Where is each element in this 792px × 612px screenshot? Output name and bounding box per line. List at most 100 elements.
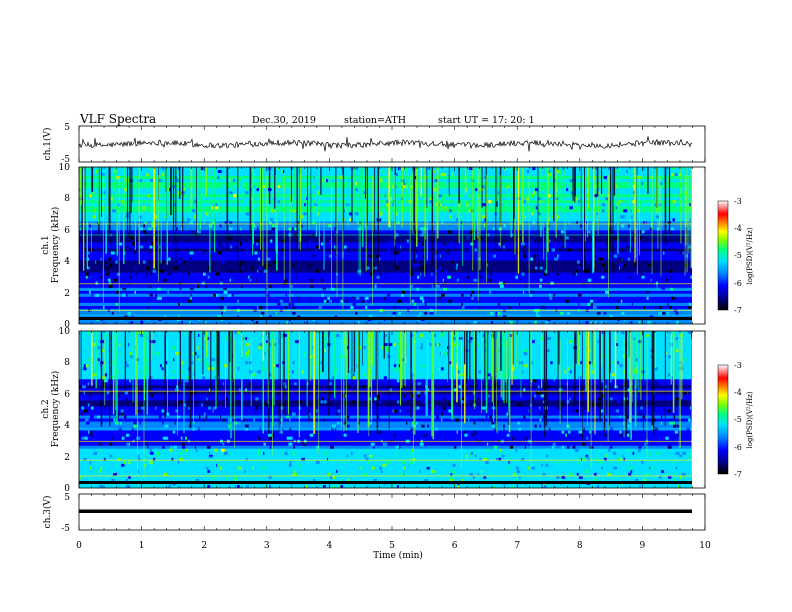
- spectrogram-speckle: [222, 185, 225, 189]
- time-axis-tick-label: 0: [76, 541, 82, 551]
- spectrogram-speckle: [515, 478, 518, 482]
- spectrogram-speckle: [305, 188, 308, 192]
- spectrogram-speckle: [97, 221, 99, 225]
- spectrogram-speckle: [255, 321, 259, 324]
- spectrogram-speckle: [674, 485, 677, 488]
- spectrogram-speckle: [245, 191, 249, 195]
- spectrogram-speckle: [619, 415, 621, 419]
- spectrogram-burst: [160, 167, 162, 264]
- spectrogram-band: [79, 421, 692, 425]
- spectrogram-speckle: [175, 388, 179, 392]
- spectrogram-speckle: [539, 278, 543, 282]
- spectrogram-speckle: [412, 394, 414, 398]
- spectrogram-speckle: [187, 331, 189, 335]
- spectrogram-speckle: [532, 391, 534, 395]
- spectrogram-burst: [290, 331, 293, 375]
- spectrogram-speckle: [626, 239, 629, 243]
- spectrogram-speckle: [628, 466, 633, 470]
- spectrogram-speckle: [123, 203, 127, 207]
- spectrogram-speckle: [379, 212, 383, 216]
- spectrogram-burst: [664, 167, 667, 246]
- spectrogram-speckle: [472, 391, 476, 395]
- spectrogram-speckle: [681, 472, 686, 476]
- spectrogram-speckle: [235, 478, 237, 482]
- spectrogram-speckle: [350, 451, 353, 455]
- spectrogram-speckle: [153, 334, 157, 338]
- spectrogram-speckle: [180, 451, 183, 455]
- spectrogram-speckle: [548, 218, 551, 222]
- spectrogram-speckle: [557, 302, 560, 306]
- spectrogram-speckle: [295, 278, 297, 282]
- spectrogram-speckle: [448, 209, 452, 213]
- spectrogram-line: [372, 174, 373, 305]
- spectrogram-speckle: [503, 343, 508, 347]
- spectrogram-speckle: [587, 230, 591, 234]
- spectrogram-speckle: [576, 221, 578, 225]
- spectrogram-speckle: [485, 460, 489, 464]
- spectrogram-speckle: [106, 391, 110, 395]
- spectrogram-speckle: [586, 436, 589, 440]
- spectrogram-speckle: [523, 200, 526, 204]
- spectrogram-speckle: [447, 379, 449, 383]
- spectrogram-speckle: [180, 415, 183, 419]
- spectrogram-speckle: [140, 403, 143, 407]
- spectrogram-speckle: [87, 358, 91, 362]
- spectrogram-speckle: [464, 400, 468, 404]
- spectrogram-speckle: [388, 343, 393, 347]
- spectrogram-speckle: [186, 448, 188, 452]
- spectrogram-speckle: [126, 442, 130, 446]
- spectrogram-speckle: [207, 469, 211, 473]
- spectrogram-speckle: [412, 424, 417, 428]
- spectrogram-band: [79, 290, 692, 295]
- spectrogram-speckle: [377, 415, 380, 419]
- spectrogram-speckle: [371, 206, 373, 210]
- spectrogram-speckle: [190, 293, 193, 297]
- spectrogram-speckle: [566, 445, 570, 449]
- spectrogram-speckle: [424, 302, 427, 306]
- spectrogram-speckle: [323, 485, 326, 488]
- spectrogram-speckle: [497, 302, 501, 306]
- spectrogram-speckle: [137, 331, 141, 335]
- spectrogram-band: [79, 224, 692, 228]
- spectrogram-speckle: [647, 382, 651, 386]
- spectrogram-speckle: [83, 457, 87, 461]
- spectrogram-speckle: [212, 367, 215, 371]
- spectrogram-speckle: [172, 430, 176, 434]
- spectrogram-speckle: [269, 221, 272, 225]
- spectrogram-burst: [436, 167, 439, 239]
- spectrogram-speckle: [147, 260, 151, 264]
- spectrogram-speckle: [270, 218, 273, 222]
- spectrogram-speckle: [315, 248, 317, 252]
- spectrogram-speckle: [575, 269, 578, 273]
- spectrogram-speckle: [548, 239, 550, 243]
- spectrogram-speckle: [642, 376, 647, 380]
- spectrogram-speckle: [502, 209, 505, 213]
- spectrogram-speckle: [675, 349, 679, 353]
- spectrogram-band: [79, 460, 692, 465]
- spectrogram-speckle: [169, 460, 171, 464]
- spectrogram-line: [685, 174, 687, 246]
- spectrogram-speckle: [543, 406, 548, 410]
- spectrogram-speckle: [577, 260, 580, 264]
- spectrogram-speckle: [363, 248, 366, 252]
- spectrogram-speckle: [481, 269, 483, 273]
- spectrogram-burst: [351, 331, 353, 384]
- spectrogram-speckle: [346, 445, 351, 449]
- spectrogram-speckle: [416, 185, 420, 189]
- spectrogram-burst: [172, 167, 175, 246]
- spectrogram-burst: [580, 167, 582, 270]
- spectrogram-speckle: [367, 397, 372, 401]
- spectrogram-burst: [564, 167, 566, 248]
- spectrogram-speckle: [490, 311, 492, 315]
- spectrogram-speckle: [357, 221, 359, 225]
- spectrogram-speckle: [535, 311, 539, 315]
- spectrogram-speckle: [358, 321, 360, 324]
- spectrogram-burst: [681, 331, 683, 400]
- spectrogram-line: [331, 174, 332, 291]
- spectrogram-speckle: [269, 284, 272, 288]
- spectrogram-speckle: [624, 215, 626, 219]
- spectrogram-speckle: [597, 191, 601, 195]
- spectrogram-speckle: [124, 188, 128, 192]
- ch3-ytick-bottom: -5: [61, 524, 70, 534]
- spectrogram-speckle: [102, 305, 105, 309]
